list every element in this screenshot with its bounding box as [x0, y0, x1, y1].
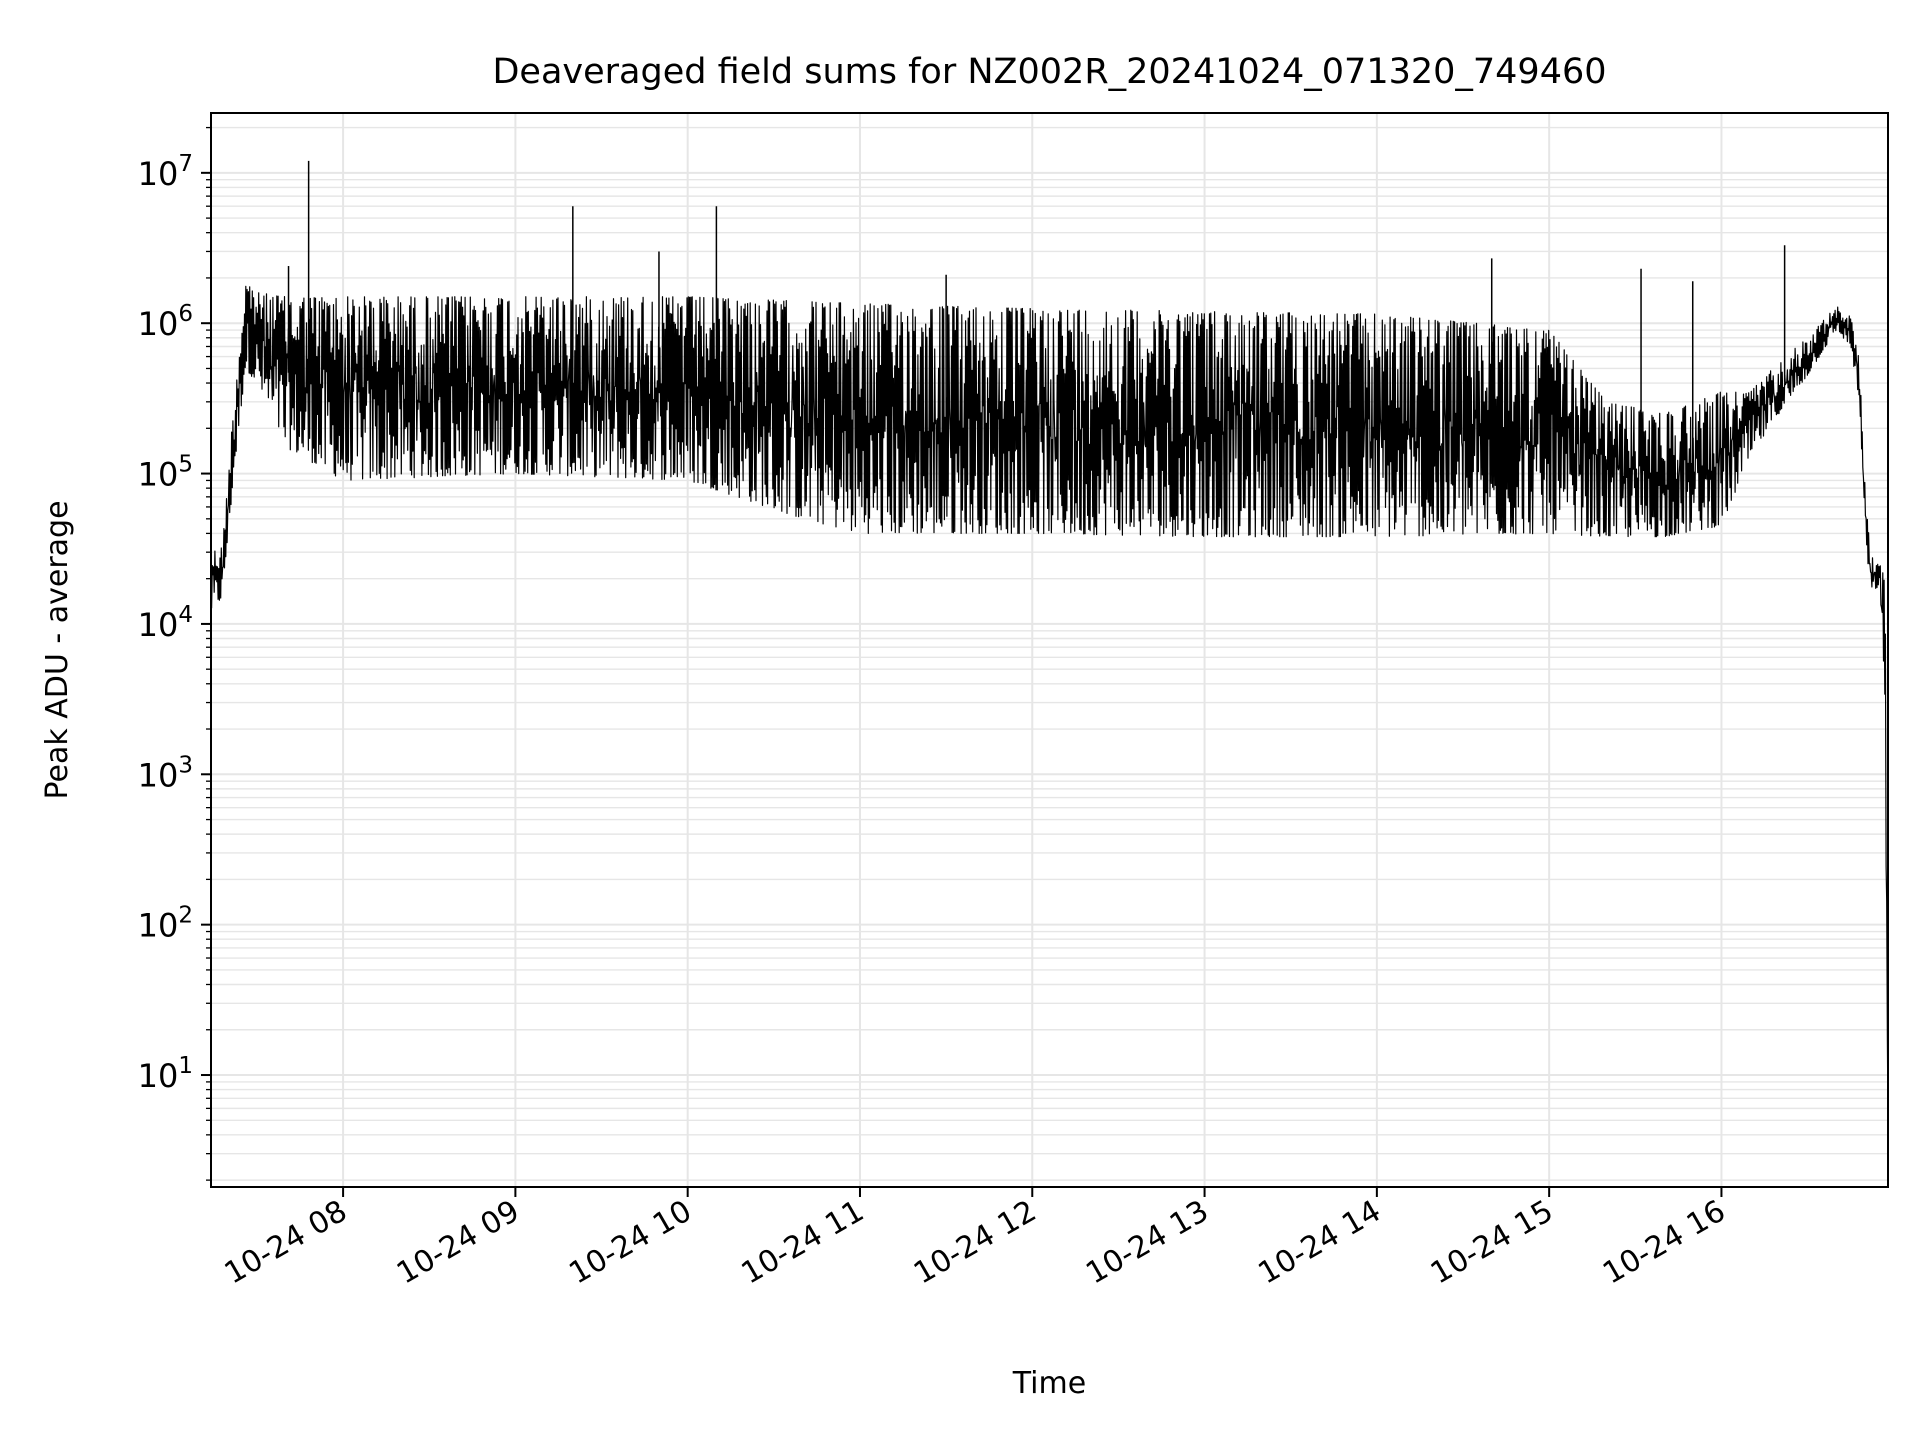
- x-axis-label: Time: [1012, 1366, 1086, 1401]
- chart-title: Deaveraged field sums for NZ002R_2024102…: [492, 52, 1606, 92]
- y-tick-label: 104: [138, 602, 193, 644]
- y-tick-label: 102: [138, 903, 193, 945]
- y-tick-label: 101: [138, 1053, 193, 1095]
- y-axis-label: Peak ADU - average: [40, 500, 75, 799]
- data-series-line: [210, 160, 1889, 1124]
- plot-frame: [210, 112, 1889, 1188]
- y-tick-label: 103: [138, 752, 193, 794]
- y-tick-label: 105: [138, 452, 193, 494]
- y-tick-label: 106: [138, 301, 193, 343]
- y-tick-label: 107: [138, 151, 193, 193]
- y-axis: 101 102 103 104 105 106 107: [138, 126, 211, 1181]
- grid: [211, 113, 1888, 1187]
- data-line: [210, 285, 1889, 1124]
